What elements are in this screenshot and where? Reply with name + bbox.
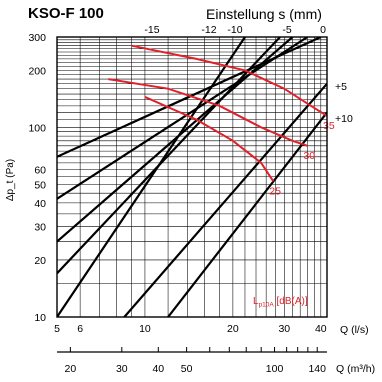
noise-curves bbox=[108, 44, 327, 182]
setting-label-top: -5 bbox=[282, 24, 291, 36]
y-tick-label: 300 bbox=[28, 32, 46, 44]
noise-curve-label: 35 bbox=[323, 120, 335, 132]
x-tick-label-m3h: 30 bbox=[116, 363, 128, 375]
grid bbox=[56, 36, 327, 318]
noise-legend-label: Lp10A [dB(A)] bbox=[253, 296, 308, 309]
y-tick-label: 60 bbox=[34, 164, 46, 176]
chart-title: KSO-F 100 bbox=[28, 5, 104, 22]
x-tick-label-m3h: 140 bbox=[308, 363, 326, 375]
axis-labels: 35 30 25 Lp10A [dB(A)] -15 -12 -10 -5 0 +5 +10 10 20… bbox=[5, 24, 375, 375]
chart-subtitle: Einstellung s (mm) bbox=[206, 6, 322, 22]
setting-line-+10 bbox=[167, 111, 327, 317]
setting-label-top: -10 bbox=[227, 24, 242, 36]
noise-curve-30 bbox=[108, 78, 308, 147]
setting-label-top: 0 bbox=[320, 24, 326, 36]
x-tick-label-ls: 20 bbox=[227, 323, 239, 335]
setting-line-+5 bbox=[123, 83, 327, 317]
x-tick-label-ls: 5 bbox=[54, 323, 60, 335]
setting-label-top: -12 bbox=[201, 24, 216, 36]
setting-line--12 bbox=[57, 37, 281, 275]
noise-curve-label: 25 bbox=[269, 185, 281, 197]
x-tick-label-m3h: 40 bbox=[152, 363, 164, 375]
setting-line--15 bbox=[57, 37, 246, 317]
y-tick-label: 200 bbox=[28, 65, 46, 77]
setting-line-0 bbox=[57, 37, 322, 158]
setting-line--5 bbox=[57, 37, 309, 200]
plot-frame bbox=[56, 36, 328, 318]
x-tick-label-ls: 6 bbox=[77, 323, 83, 335]
x-tick-label-ls: 30 bbox=[278, 323, 290, 335]
x-tick-label-m3h: 100 bbox=[266, 363, 284, 375]
setting-label-right: +10 bbox=[335, 113, 353, 125]
y-tick-label: 40 bbox=[34, 198, 46, 210]
x-tick-label-m3h: 50 bbox=[181, 363, 193, 375]
x-tick-label-ls: 40 bbox=[315, 323, 327, 335]
setting-line--10 bbox=[57, 37, 294, 243]
y-tick-label: 30 bbox=[34, 222, 46, 234]
x-axis-label-m3h: Q (m³/h) bbox=[336, 363, 375, 375]
noise-curve-35 bbox=[131, 44, 327, 117]
setting-lines bbox=[57, 37, 327, 317]
setting-label-right: +5 bbox=[335, 81, 347, 93]
x-tick-label-m3h: 20 bbox=[65, 363, 77, 375]
y-tick-label: 100 bbox=[28, 122, 46, 134]
noise-curve-25 bbox=[144, 95, 275, 182]
y-axis-label: Δp_t (Pa) bbox=[5, 159, 16, 201]
y-tick-label: 10 bbox=[34, 312, 46, 324]
setting-label-top: -15 bbox=[144, 24, 159, 36]
noise-curve-label: 30 bbox=[303, 150, 315, 162]
y-tick-label: 20 bbox=[34, 255, 46, 267]
y-tick-label: 50 bbox=[34, 180, 46, 192]
x-axis-label-ls: Q (l/s) bbox=[340, 324, 369, 336]
x-tick-label-ls: 10 bbox=[139, 323, 151, 335]
